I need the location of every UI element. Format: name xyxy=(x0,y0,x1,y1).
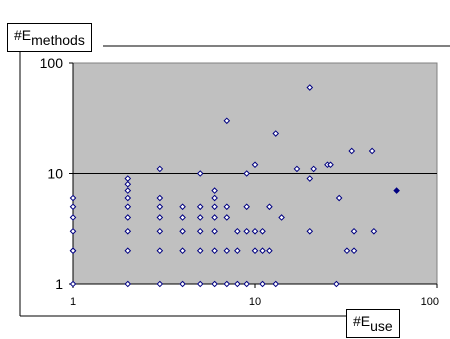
data-point xyxy=(196,203,204,211)
data-point xyxy=(124,187,132,194)
data-point xyxy=(251,227,259,235)
data-point xyxy=(211,203,218,211)
y-tick-label: 100 xyxy=(40,55,64,71)
data-point xyxy=(370,227,378,235)
data-point xyxy=(196,214,204,221)
data-point xyxy=(306,227,314,235)
data-point xyxy=(69,227,77,235)
y-tick-label: 1 xyxy=(55,276,63,292)
data-point xyxy=(196,247,204,255)
data-point xyxy=(223,280,231,288)
data-point xyxy=(251,247,259,255)
y-axis-label: #Emethods xyxy=(7,23,92,52)
data-point xyxy=(223,214,231,221)
y-tick-label: 10 xyxy=(47,166,63,182)
data-point xyxy=(259,227,266,235)
data-point xyxy=(243,227,250,235)
data-point xyxy=(393,187,400,194)
data-point xyxy=(234,227,241,235)
data-point xyxy=(348,147,356,155)
x-axis-label: #Euse xyxy=(346,309,400,338)
data-point xyxy=(196,170,204,177)
data-point xyxy=(124,214,132,221)
data-point xyxy=(211,227,218,235)
data-point xyxy=(266,203,273,211)
data-point xyxy=(124,203,132,211)
data-point xyxy=(306,175,314,182)
data-point xyxy=(368,147,376,155)
data-point xyxy=(343,247,351,255)
data-point xyxy=(69,280,77,288)
data-point xyxy=(234,247,241,255)
x-axis-label-base: #E xyxy=(353,313,371,329)
data-point xyxy=(259,247,266,255)
tick-labels: 100 10 11 10 100 xyxy=(40,55,439,308)
data-points xyxy=(69,84,400,288)
data-point xyxy=(124,247,132,255)
data-point xyxy=(243,203,250,211)
data-point xyxy=(156,203,164,211)
data-point xyxy=(272,280,280,288)
data-point xyxy=(156,247,164,255)
y-axis-label-base: #E xyxy=(14,27,32,43)
data-point xyxy=(243,280,250,288)
data-point xyxy=(156,280,164,288)
y-axis-label-sub: methods xyxy=(31,32,85,48)
data-point xyxy=(251,161,259,169)
data-point xyxy=(156,227,164,235)
data-point xyxy=(156,194,164,202)
data-point xyxy=(223,247,231,255)
data-point xyxy=(124,194,132,202)
data-point xyxy=(211,247,218,255)
data-point xyxy=(278,214,285,221)
data-point xyxy=(306,84,314,91)
data-point xyxy=(211,214,218,221)
data-point xyxy=(69,194,77,202)
data-point xyxy=(333,280,340,288)
data-point xyxy=(293,165,301,173)
x-tick-label: 1 xyxy=(70,296,76,308)
data-point xyxy=(259,280,266,288)
data-point xyxy=(327,161,334,169)
data-point xyxy=(211,187,218,194)
data-point xyxy=(179,247,186,255)
data-point xyxy=(179,280,186,288)
data-point xyxy=(124,227,132,235)
data-point xyxy=(196,280,204,288)
data-point xyxy=(310,165,317,173)
data-point xyxy=(69,247,77,255)
data-point xyxy=(179,203,186,211)
data-point xyxy=(211,194,218,202)
data-point xyxy=(243,170,250,177)
data-point xyxy=(69,214,77,221)
data-point xyxy=(335,194,343,202)
data-point xyxy=(234,280,241,288)
data-point xyxy=(179,214,186,221)
data-point xyxy=(223,203,231,211)
data-point xyxy=(223,117,231,125)
data-point xyxy=(350,247,358,255)
data-point xyxy=(272,130,280,137)
data-point xyxy=(124,280,132,288)
data-point xyxy=(350,227,358,235)
data-point xyxy=(196,227,204,235)
x-axis-label-sub: use xyxy=(370,318,393,334)
x-tick-label: 10 xyxy=(249,296,261,308)
data-point xyxy=(69,203,77,211)
data-point xyxy=(124,175,132,182)
data-point xyxy=(124,180,132,188)
data-point xyxy=(211,280,218,288)
data-point xyxy=(156,214,164,221)
data-point xyxy=(156,165,164,173)
data-point xyxy=(179,227,186,235)
x-tick-label: 100 xyxy=(421,296,439,308)
data-point xyxy=(266,247,273,255)
